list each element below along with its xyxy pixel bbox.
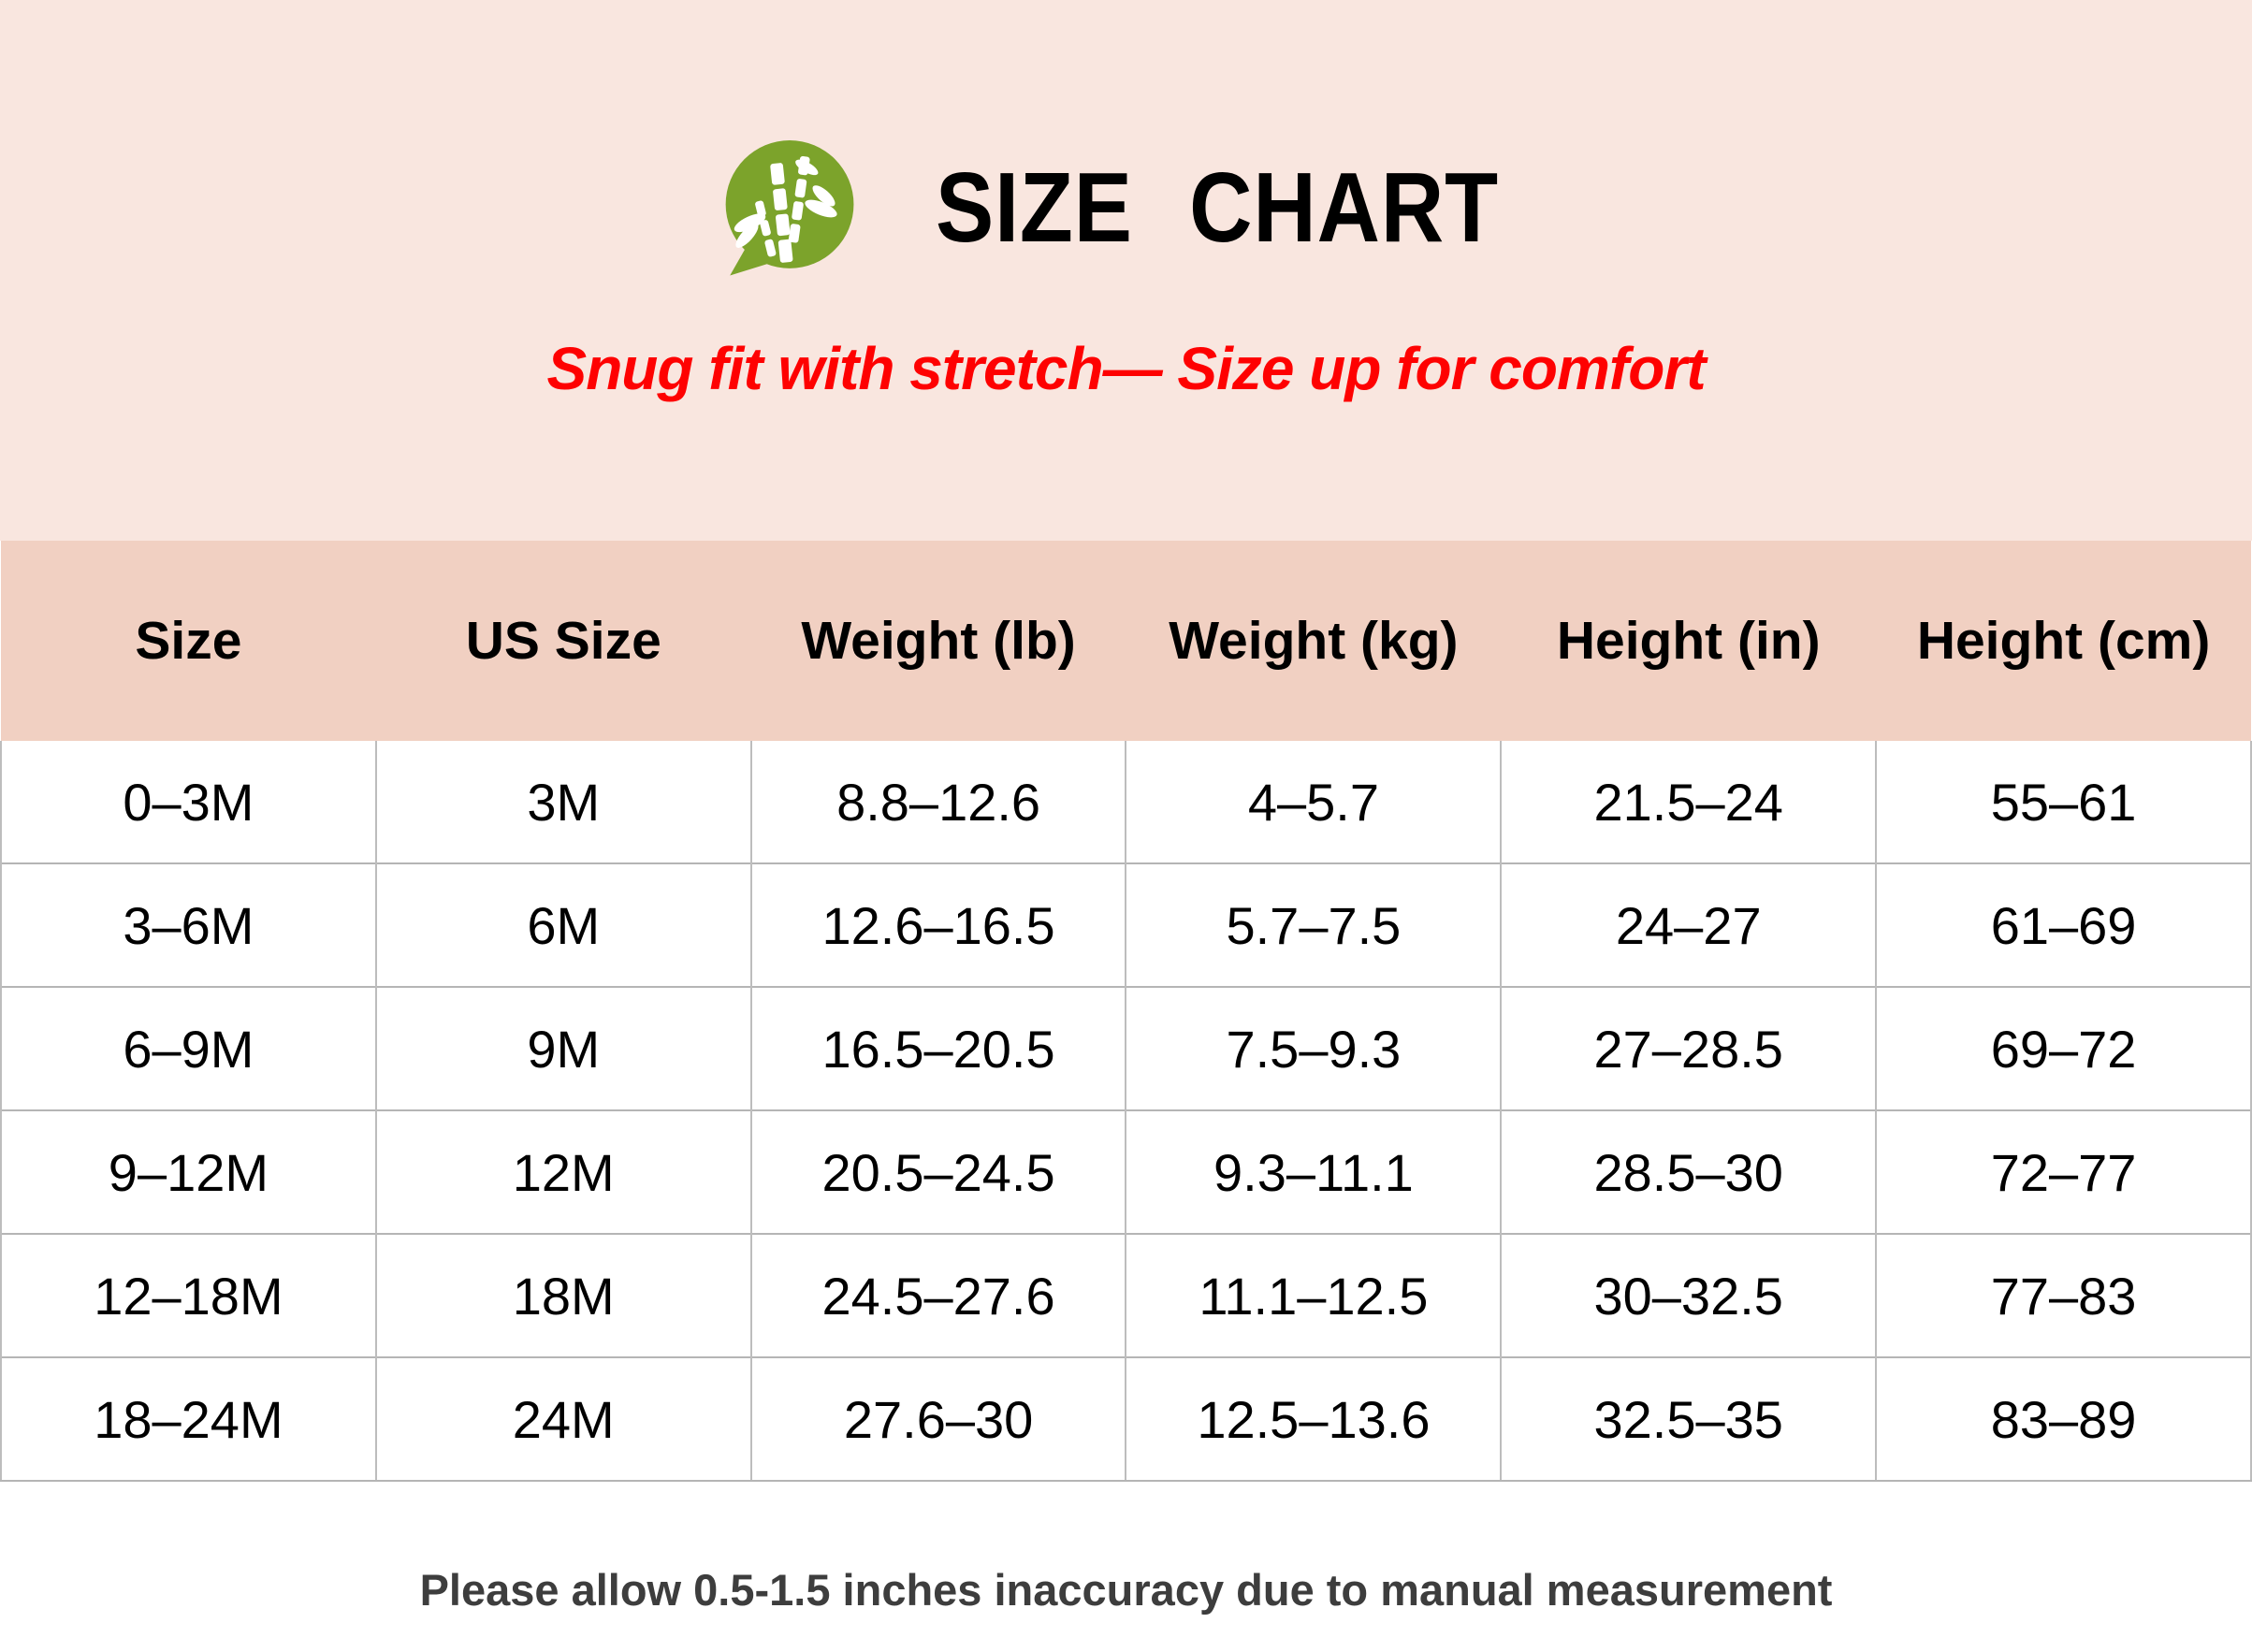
table-cell: 18–24M [0,1356,377,1482]
table-cell: 16.5–20.5 [749,986,1127,1110]
table-cell: 72–77 [1875,1109,2252,1234]
table-header: Size US Size Weight (lb) Weight (kg) Hei… [1,541,2251,741]
column-header-us-size: US Size [375,541,751,741]
table-cell: 32.5–35 [1500,1356,1878,1482]
table-cell: 5.7–7.5 [1125,862,1503,987]
table-row: 12–18M 18M 24.5–27.6 11.1–12.5 30–32.5 77–83 [0,1233,2252,1357]
table-cell: 8.8–12.6 [749,741,1127,863]
table-cell: 0–3M [0,741,377,863]
table-body: 0–3M 3M 8.8–12.6 4–5.7 21.5–24 55–61 3–6M 6M 12.… [0,741,2252,1482]
table-cell: 3M [374,741,752,863]
column-header-height-cm: Height (cm) [1876,541,2251,741]
table-cell: 12.5–13.6 [1125,1356,1503,1482]
table-cell: 83–89 [1875,1356,2252,1482]
column-header-height-in: Height (in) [1501,541,1877,741]
table-cell: 11.1–12.5 [1125,1233,1503,1357]
table-cell: 20.5–24.5 [749,1109,1127,1234]
table-cell: 27–28.5 [1500,986,1878,1110]
table-cell: 18M [374,1233,752,1357]
table-cell: 6M [374,862,752,987]
table-cell: 69–72 [1875,986,2252,1110]
subtitle-row: Snug fit with stretch— Size up for comfo… [0,334,2252,403]
table-row: 0–3M 3M 8.8–12.6 4–5.7 21.5–24 55–61 [0,741,2252,863]
table-row: 9–12M 12M 20.5–24.5 9.3–11.1 28.5–30 72–77 [0,1109,2252,1234]
page-title: SIZE CHART [935,152,1499,263]
table-cell: 12–18M [0,1233,377,1357]
table-cell: 77–83 [1875,1233,2252,1357]
table-cell: 12.6–16.5 [749,862,1127,987]
table-cell: 3–6M [0,862,377,987]
table-cell: 30–32.5 [1500,1233,1878,1357]
fit-note: Snug fit with stretch— Size up for comfo… [546,335,1707,402]
column-header-size: Size [1,541,376,741]
table-cell: 9–12M [0,1109,377,1234]
footnote-row: Please allow 0.5-1.5 inches inaccuracy d… [0,1482,2252,1616]
column-header-weight-lb: Weight (lb) [750,541,1126,741]
column-header-weight-kg: Weight (kg) [1126,541,1502,741]
table-cell: 27.6–30 [749,1356,1127,1482]
table-cell: 28.5–30 [1500,1109,1878,1234]
table-cell: 6–9M [0,986,377,1110]
table-header-row: Size US Size Weight (lb) Weight (kg) Hei… [1,541,2251,741]
table-cell: 24.5–27.6 [749,1233,1127,1357]
table-cell: 24–27 [1500,862,1878,987]
table-cell: 4–5.7 [1125,741,1503,863]
hero-section: SIZE CHART Snug fit with stretch— Size u… [0,0,2252,541]
table-cell: 9.3–11.1 [1125,1109,1503,1234]
table-row: 18–24M 24M 27.6–30 12.5–13.6 32.5–35 83–89 [0,1356,2252,1482]
table-row: 6–9M 9M 16.5–20.5 7.5–9.3 27–28.5 69–72 [0,986,2252,1110]
title-row: SIZE CHART [0,0,2252,285]
table-row: 3–6M 6M 12.6–16.5 5.7–7.5 24–27 61–69 [0,862,2252,987]
table-cell: 12M [374,1109,752,1234]
measurement-disclaimer: Please allow 0.5-1.5 inches inaccuracy d… [419,1565,1833,1615]
table-cell: 9M [374,986,752,1110]
table-cell: 55–61 [1875,741,2252,863]
size-chart-table: Size US Size Weight (lb) Weight (kg) Hei… [0,541,2252,1482]
table-cell: 24M [374,1356,752,1482]
table-cell: 7.5–9.3 [1125,986,1503,1110]
bamboo-logo-icon [725,139,853,275]
table-cell: 21.5–24 [1500,741,1878,863]
table-cell: 61–69 [1875,862,2252,987]
